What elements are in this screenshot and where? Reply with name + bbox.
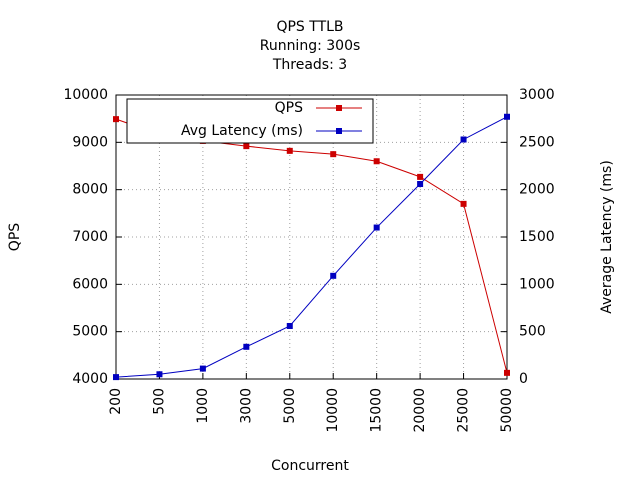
y-tick-label: 5000 [72, 324, 108, 340]
legend-marker [336, 105, 342, 111]
x-axis-label: Concurrent [271, 458, 349, 474]
legend-label: QPS [275, 100, 303, 116]
y2-tick-label: 2500 [519, 134, 555, 150]
data-point [286, 147, 293, 154]
data-point [199, 365, 206, 372]
y2-tick-label: 1500 [519, 229, 555, 245]
legend-label: Avg Latency (ms) [181, 123, 303, 139]
x-tick-label: 25000 [456, 388, 472, 433]
data-point [243, 143, 250, 150]
y2-tick-label: 2000 [519, 182, 555, 198]
data-point [330, 151, 337, 158]
y-tick-label: 4000 [72, 371, 108, 387]
data-point [460, 200, 467, 207]
x-tick-label: 50000 [499, 388, 515, 433]
chart-subtitle: Threads: 3 [272, 57, 347, 73]
y-tick-label: 9000 [72, 134, 108, 150]
y-axis-label: QPS [7, 223, 23, 251]
series-line [115, 118, 508, 373]
x-tick-label: 20000 [412, 388, 428, 433]
data-point [156, 371, 163, 378]
x-tick-label: 500 [151, 388, 167, 415]
x-tick-label: 3000 [238, 388, 254, 424]
y-tick-label: 10000 [63, 87, 108, 103]
y2-tick-label: 0 [519, 371, 528, 387]
data-point [417, 173, 424, 180]
data-point [243, 343, 250, 350]
data-point [460, 136, 467, 143]
y2-tick-label: 500 [519, 324, 546, 340]
data-point [373, 224, 380, 231]
x-tick-label: 15000 [369, 388, 385, 433]
data-point [417, 180, 424, 187]
data-point [373, 158, 380, 165]
y2-tick-label: 1000 [519, 276, 555, 292]
data-point [330, 272, 337, 279]
data-point [504, 113, 510, 120]
y-tick-label: 8000 [72, 182, 108, 198]
y2-tick-label: 3000 [519, 87, 555, 103]
y-tick-label: 6000 [72, 276, 108, 292]
x-tick-label: 1000 [195, 388, 211, 424]
x-tick-label: 200 [108, 388, 124, 415]
y2-axis-label: Average Latency (ms) [599, 160, 615, 314]
x-tick-label: 10000 [325, 388, 341, 433]
chart-subtitle: Running: 300s [260, 38, 361, 54]
plot-frame [115, 94, 508, 380]
data-point [286, 322, 293, 329]
x-tick-label: 5000 [282, 388, 298, 424]
legend-marker [336, 128, 342, 134]
chart-title: QPS TTLB [276, 19, 343, 35]
series-line [115, 116, 508, 378]
data-point [113, 374, 119, 381]
data-point [504, 369, 510, 376]
data-point [113, 116, 119, 123]
legend-box [126, 98, 374, 144]
y-tick-label: 7000 [72, 229, 108, 245]
